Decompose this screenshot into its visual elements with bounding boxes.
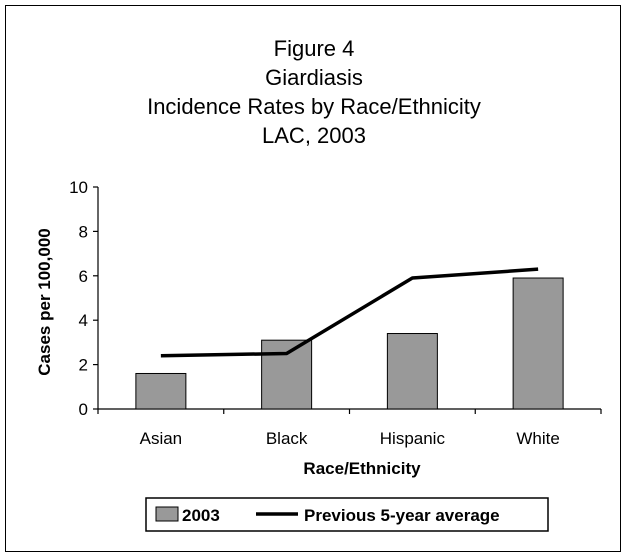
x-tick-label-white: White: [516, 429, 559, 448]
bar-2003-hispanic: [386, 333, 438, 410]
legend-label-previous-average: Previous 5-year average: [304, 506, 500, 525]
bar-2003-white: [512, 277, 564, 410]
legend-swatch-2003: [155, 506, 179, 522]
line-previous-5-year-average: [160, 267, 539, 358]
y-tick-label: 10: [69, 178, 88, 197]
x-tick-label-black: Black: [266, 429, 308, 448]
bar-2003-black: [261, 339, 313, 410]
legend: 2003 Previous 5-year average: [145, 497, 549, 532]
x-tick-label-hispanic: Hispanic: [380, 429, 446, 448]
legend-box: [145, 497, 549, 532]
y-tick-label: 4: [79, 311, 88, 330]
y-tick-label: 6: [79, 267, 88, 286]
bar-2003-asian: [135, 372, 187, 410]
x-tick-label-asian: Asian: [140, 429, 183, 448]
chart-title-line-1: Figure 4: [273, 36, 355, 61]
chart-title-line-2: Giardiasis: [265, 65, 363, 90]
y-tick-label: 8: [79, 222, 88, 241]
plot-area: 0 2 4 6 8 10 Asian Black Hispanic White: [69, 178, 602, 448]
x-axis-title: Race/Ethnicity: [303, 459, 421, 478]
legend-label-2003: 2003: [182, 506, 220, 525]
chart-title-line-3: Incidence Rates by Race/Ethnicity: [147, 94, 481, 119]
y-axis-title: Cases per 100,000: [35, 228, 54, 375]
y-tick-label: 2: [79, 356, 88, 375]
chart-title-line-4: LAC, 2003: [262, 123, 366, 148]
y-tick-label: 0: [79, 400, 88, 419]
